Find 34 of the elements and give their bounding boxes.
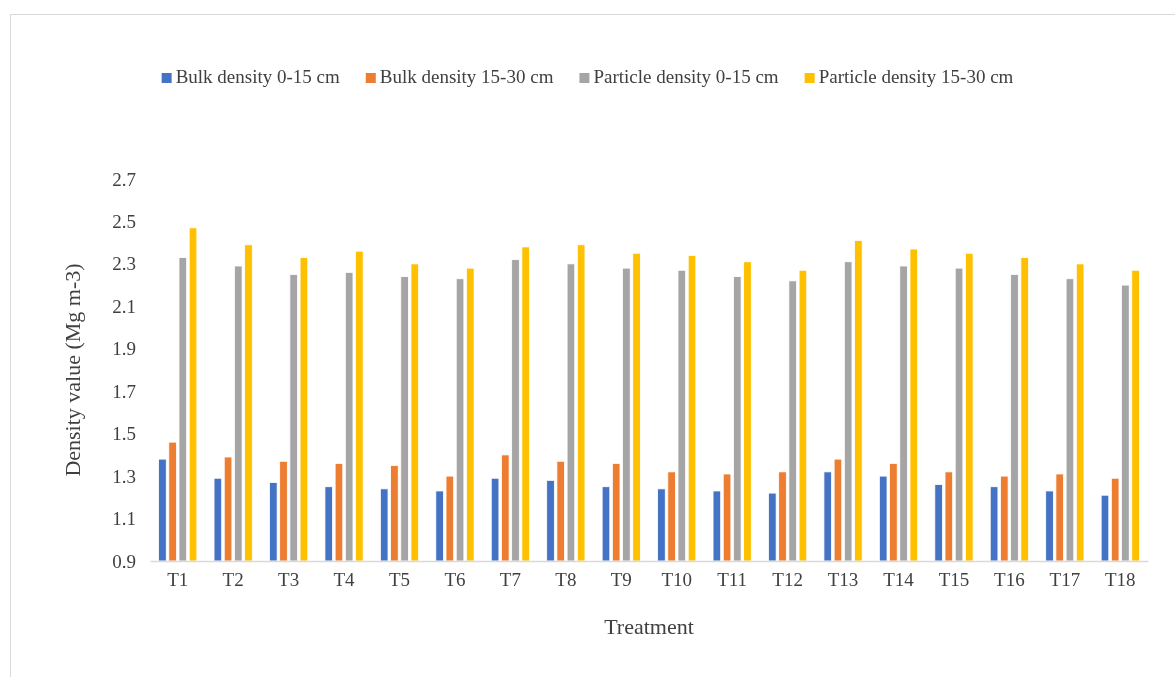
legend-label: Particle density 15-30 cm xyxy=(818,66,1014,87)
y-tick-label: 2.1 xyxy=(112,295,136,317)
x-tick-label: T13 xyxy=(827,569,859,591)
x-tick-label: T14 xyxy=(883,569,915,591)
y-tick-label: 1.7 xyxy=(112,380,136,402)
x-tick-label: T15 xyxy=(938,569,970,591)
y-tick-label: 2.3 xyxy=(112,253,136,275)
x-tick-label: T5 xyxy=(388,569,411,591)
x-tick-label: T16 xyxy=(994,569,1025,591)
x-tick-label: T3 xyxy=(278,569,300,591)
x-tick-label: T7 xyxy=(499,569,521,591)
y-tick-label: 2.5 xyxy=(112,211,136,233)
y-axis-title: Density value (Mg m-3) xyxy=(60,263,85,477)
x-tick-label: T4 xyxy=(333,569,356,591)
x-tick-label: T12 xyxy=(772,569,803,591)
x-tick-label: T1 xyxy=(167,569,189,591)
legend-label: Particle density 0-15 cm xyxy=(593,66,779,87)
x-tick-label: T9 xyxy=(610,569,632,591)
x-tick-label: T17 xyxy=(1049,569,1081,591)
legend-label: Bulk density 0-15 cm xyxy=(175,66,340,87)
y-tick-label: 2.7 xyxy=(112,168,136,190)
y-tick-label: 1.3 xyxy=(112,465,136,487)
x-tick-label: T10 xyxy=(661,569,693,591)
x-axis-title: Treatment xyxy=(604,614,694,639)
legend-label: Bulk density 15-30 cm xyxy=(379,66,554,87)
y-tick-label: 0.9 xyxy=(112,550,136,572)
x-tick-label: T11 xyxy=(717,569,748,591)
y-tick-label: 1.9 xyxy=(112,338,136,360)
x-tick-label: T2 xyxy=(222,569,244,591)
x-tick-label: T6 xyxy=(444,569,466,591)
y-tick-label: 1.1 xyxy=(112,508,136,530)
y-tick-label: 1.5 xyxy=(112,423,136,445)
x-tick-label: T8 xyxy=(555,569,577,591)
x-tick-label: T18 xyxy=(1104,569,1136,591)
